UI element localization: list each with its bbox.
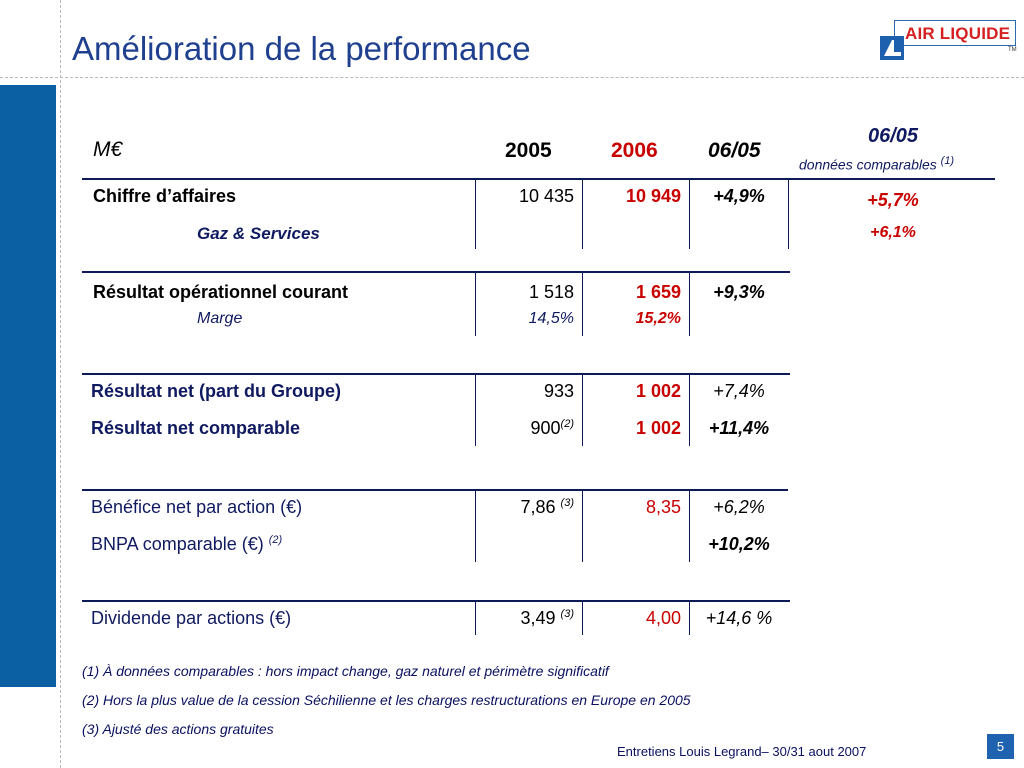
year-2005-header: 2005 [505,139,552,162]
gas-services-label: Gaz & Services [197,224,320,243]
sales-ratio: +4,9% [713,186,765,206]
logo-frame [894,20,1016,46]
operating-ratio: +9,3% [713,282,765,302]
net-result-label: Résultat net (part du Groupe) [91,381,342,401]
net-comparable-ratio: +11,4% [708,418,770,438]
eps-comparable-ratio: +10,2% [708,534,770,554]
col-divider [582,179,583,249]
margin-label: Marge [197,310,243,327]
eps-2006: 8,35 [645,497,681,517]
section-rule [82,600,790,602]
eps-label: Bénéfice net par action (€) [91,497,303,517]
comparable-header-title: 06/05 [867,125,919,147]
col-divider [475,490,476,562]
net-comparable-label: Résultat net comparable [91,418,301,438]
sales-label: Chiffre d’affaires [93,186,237,206]
col-divider [475,374,476,446]
page-number: 5 [987,734,1014,759]
margin-2005: 14,5% [528,310,574,327]
dividend-2005: 3,49 (3) [520,608,574,628]
footnote: (3) Ajusté des actions gratuites [82,721,274,737]
operating-2006: 1 659 [635,282,681,302]
margin-2006: 15,2% [635,310,681,327]
net-result-2005: 933 [543,381,574,401]
operating-2005: 1 518 [528,282,574,302]
col-divider [689,272,690,336]
year-2006-header: 2006 [611,139,658,162]
title-guide-line [0,77,1024,78]
net-comparable-2006: 1 002 [635,418,681,438]
col-divider [582,490,583,562]
section-rule [82,373,790,375]
eps-2005: 7,86 (3) [520,497,574,517]
footnote: (2) Hors la plus value de la cession Séc… [82,692,691,708]
section-rule [82,271,790,273]
sales-2005: 10 435 [518,186,574,206]
page-title: Amélioration de la performance [72,30,531,67]
col-divider [689,179,690,249]
col-divider [475,601,476,635]
side-band [0,85,56,687]
left-guide-line [60,0,61,768]
air-liquide-logo-icon [880,36,904,60]
net-comparable-2005: 900(2) [530,418,575,438]
col-divider [475,272,476,336]
col-divider [582,374,583,446]
col-divider [788,179,789,249]
col-divider [582,272,583,336]
eps-comparable-label: BNPA comparable (€) (2) [91,534,283,554]
gas-services-comparable: +6,1% [870,224,916,241]
operating-label: Résultat opérationnel courant [93,282,349,302]
eps-ratio: +6,2% [713,497,765,517]
dividend-2006: 4,00 [645,608,681,628]
ratio-header: 06/05 [708,139,761,162]
sales-comparable: +5,7% [867,190,919,210]
footer-event: Entretiens Louis Legrand– 30/31 aout 200… [617,744,867,759]
dividend-ratio: +14,6 % [705,608,773,628]
comparable-header-subtitle: données comparables (1) [799,155,955,173]
unit-header: M€ [93,138,123,161]
logo-trademark: TM [1008,47,1017,53]
col-divider [689,374,690,446]
dividend-label: Dividende par actions (€) [91,608,292,628]
col-divider [689,601,690,635]
net-result-ratio: +7,4% [713,381,765,401]
logo-text: AIR LIQUIDE [905,24,1011,43]
net-result-2006: 1 002 [635,381,681,401]
header-rule [82,178,995,180]
footnote: (1) À données comparables : hors impact … [82,663,609,679]
col-divider [689,490,690,562]
col-divider [582,601,583,635]
col-divider [475,179,476,249]
section-rule [82,489,788,491]
sales-2006: 10 949 [625,186,681,206]
